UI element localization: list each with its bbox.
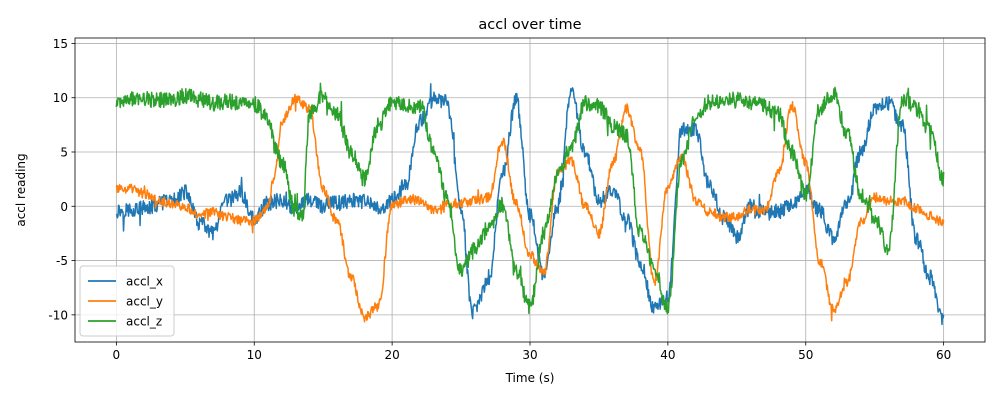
y-axis-label: accl reading [14, 153, 28, 226]
x-axis-label: Time (s) [505, 371, 555, 385]
y-tick-label: -10 [48, 308, 68, 322]
series-line-accl-z [115, 82, 945, 315]
legend-box [79, 265, 175, 337]
series-group [115, 82, 945, 326]
x-tick-label: 20 [384, 348, 399, 362]
x-tick-label: 0 [113, 348, 121, 362]
x-tick-label: 10 [247, 348, 262, 362]
y-tick-label: -5 [56, 254, 68, 268]
legend-label: accl_y [126, 295, 163, 309]
y-tick-label: 0 [60, 200, 68, 214]
x-tick-label: 60 [936, 348, 951, 362]
legend-label: accl_x [126, 275, 163, 289]
y-tick-label: 10 [53, 91, 68, 105]
x-tick-label: 50 [798, 348, 813, 362]
legend-label: accl_z [126, 315, 162, 329]
y-tick-label: 5 [60, 146, 68, 160]
x-tick-label: 40 [660, 348, 675, 362]
series-line-accl-y [115, 93, 945, 323]
ticks: 0 10 20 30 40 50 60 -10 -5 0 5 10 15 [48, 37, 951, 362]
chart-title: accl over time [478, 17, 581, 33]
legend: accl_x accl_y accl_z [79, 265, 175, 337]
x-tick-label: 30 [522, 348, 537, 362]
y-tick-label: 15 [53, 37, 68, 51]
